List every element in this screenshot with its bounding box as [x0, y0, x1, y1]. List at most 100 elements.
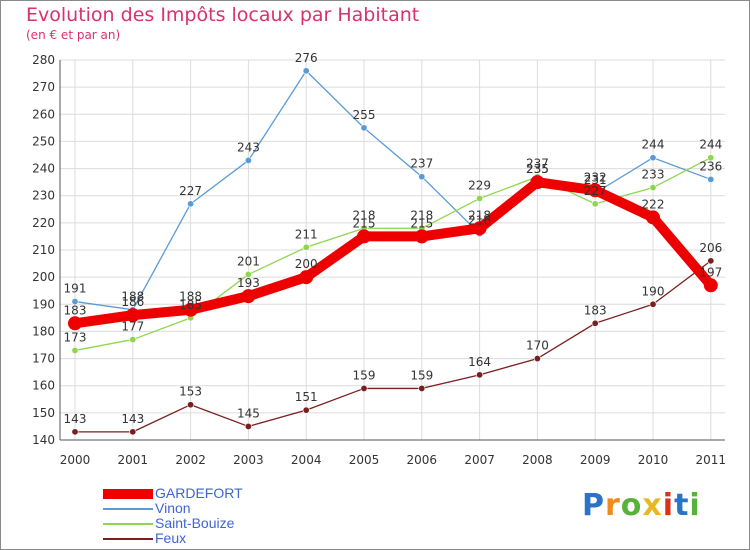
chart-subtitle: (en € et par an) [26, 28, 121, 42]
data-label-feux: 170 [526, 339, 549, 353]
series-line-saint-bouize [74, 157, 712, 352]
data-label-vinon: 276 [295, 51, 318, 65]
data-label-feux: 145 [237, 406, 260, 420]
data-point-feux [302, 406, 310, 414]
data-label-feux: 153 [179, 385, 202, 399]
logo-letter: P [582, 488, 605, 523]
y-tick-label: 280 [32, 53, 55, 67]
logo-letter: i [662, 488, 675, 523]
data-point-gardefort [357, 229, 371, 244]
data-label-gardefort: 222 [642, 197, 665, 211]
data-label-feux: 183 [584, 303, 607, 317]
y-tick-label: 160 [32, 379, 55, 393]
data-point-gardefort [530, 175, 545, 190]
data-point-gardefort [588, 183, 603, 198]
data-point-feux [187, 401, 195, 409]
data-label-vinon: 227 [179, 184, 202, 198]
x-tick-label: 2010 [638, 453, 669, 467]
legend-swatch-saint-bouize [103, 523, 153, 525]
x-tick-label: 2006 [407, 453, 438, 467]
data-point-gardefort [646, 210, 660, 225]
data-point-saint-bouize [71, 346, 79, 354]
x-tick-label: 2011 [696, 453, 727, 467]
x-tick-label: 2002 [175, 453, 206, 467]
data-point-feux [649, 300, 657, 308]
data-label-saint-bouize: 227 [584, 184, 607, 198]
data-point-vinon [244, 156, 252, 164]
data-label-saint-bouize: 244 [699, 138, 722, 152]
legend-swatch-vinon [103, 508, 153, 510]
legend-label-vinon: Vinon [155, 500, 191, 516]
data-point-vinon [187, 200, 195, 208]
data-label-saint-bouize: 233 [642, 168, 665, 182]
data-label-gardefort: 197 [699, 265, 722, 279]
data-point-gardefort [703, 278, 718, 293]
data-point-saint-bouize [476, 194, 484, 202]
data-label-vinon: 191 [64, 282, 87, 296]
logo-letter: r [605, 488, 621, 523]
data-label-saint-bouize: 173 [64, 330, 87, 344]
data-label-gardefort: 232 [584, 170, 607, 184]
data-label-gardefort: 193 [237, 276, 260, 290]
y-tick-label: 200 [32, 270, 55, 284]
data-point-feux [244, 422, 252, 430]
data-label-feux: 151 [295, 390, 318, 404]
data-label-gardefort: 186 [121, 295, 144, 309]
data-point-saint-bouize [129, 336, 137, 344]
series-line-feux [74, 260, 712, 433]
data-label-feux: 164 [468, 355, 491, 369]
data-point-vinon [418, 173, 426, 181]
y-tick-label: 270 [32, 80, 55, 94]
y-tick-label: 220 [32, 216, 55, 230]
data-point-feux [418, 384, 426, 392]
series-line-gardefort [70, 177, 716, 329]
data-label-gardefort: 215 [353, 216, 376, 230]
y-tick-label: 210 [32, 243, 55, 257]
data-label-vinon: 243 [237, 140, 260, 154]
data-point-vinon [707, 175, 715, 183]
data-point-saint-bouize [591, 200, 599, 208]
y-tick-label: 260 [32, 107, 55, 121]
data-point-saint-bouize [244, 270, 252, 278]
data-point-gardefort [125, 308, 140, 323]
data-label-saint-bouize: 185 [179, 298, 202, 312]
data-label-feux: 143 [121, 412, 144, 426]
data-point-saint-bouize [302, 243, 310, 251]
data-label-gardefort: 188 [179, 290, 202, 304]
data-point-gardefort [68, 316, 82, 331]
data-label-vinon: 188 [121, 290, 144, 304]
x-tick-label: 2004 [291, 453, 322, 467]
y-tick-label: 240 [32, 162, 55, 176]
data-point-feux [533, 355, 541, 363]
y-tick-label: 190 [32, 297, 55, 311]
data-label-gardefort: 183 [64, 303, 87, 317]
data-point-vinon [360, 124, 368, 132]
x-tick-label: 2000 [60, 453, 91, 467]
data-label-saint-bouize: 201 [237, 254, 260, 268]
data-label-gardefort: 235 [526, 162, 549, 176]
data-label-feux: 159 [353, 368, 376, 382]
y-tick-label: 150 [32, 406, 55, 420]
data-label-vinon: 236 [699, 159, 722, 173]
data-point-feux [476, 371, 484, 379]
y-tick-label: 230 [32, 189, 55, 203]
logo-letter: i [689, 488, 701, 523]
legend-label-gardefort: GARDEFORT [155, 485, 243, 501]
y-tick-label: 180 [32, 324, 55, 338]
data-label-feux: 159 [410, 368, 433, 382]
data-point-saint-bouize [707, 154, 715, 162]
y-tick-label: 170 [32, 352, 55, 366]
data-point-gardefort [183, 302, 198, 317]
data-label-gardefort: 200 [295, 257, 318, 271]
data-label-feux: 190 [642, 284, 665, 298]
data-label-vinon: 216 [468, 214, 491, 228]
data-label-feux: 143 [64, 412, 87, 426]
y-tick-label: 140 [32, 433, 55, 447]
data-label-vinon: 231 [584, 173, 607, 187]
legend-swatch-gardefort [103, 489, 153, 499]
x-tick-label: 2007 [464, 453, 495, 467]
x-tick-label: 2009 [580, 453, 611, 467]
data-point-saint-bouize [649, 184, 657, 192]
data-label-gardefort: 218 [468, 208, 491, 222]
